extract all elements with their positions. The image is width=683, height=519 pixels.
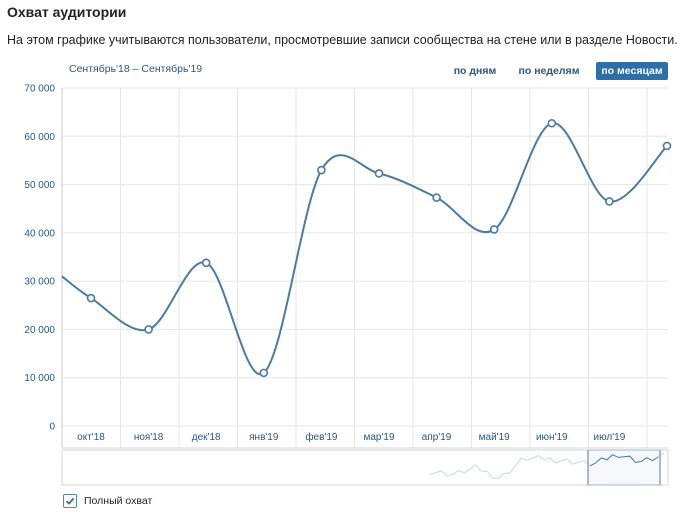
data-point[interactable]: [662, 141, 672, 151]
period-range-link[interactable]: Сентябрь'18 – Сентябрь'19: [69, 63, 203, 75]
x-tick-label: ноя'18: [134, 432, 164, 443]
x-tick-label: май'19: [479, 432, 510, 443]
data-point[interactable]: [317, 165, 326, 175]
navigator-selected-line: [589, 454, 659, 467]
data-point[interactable]: [259, 368, 269, 378]
data-point[interactable]: [201, 258, 211, 268]
y-tick-label: 40 000: [24, 228, 55, 239]
y-tick-label: 20 000: [24, 325, 55, 336]
legend: Полный охват: [63, 494, 152, 508]
by-months-button[interactable]: по месяцам: [596, 62, 668, 80]
navigator-frame: [61, 449, 669, 486]
x-tick-label: июл'19: [594, 432, 626, 443]
data-point[interactable]: [432, 193, 441, 202]
by-weeks-button[interactable]: по неделям: [518, 65, 580, 77]
checkmark-icon: [65, 497, 75, 505]
y-tick-label: 0: [49, 422, 55, 433]
x-tick-label: апр'19: [422, 432, 452, 443]
data-point[interactable]: [605, 197, 614, 206]
legend-checkbox[interactable]: [63, 494, 77, 508]
series-points: [86, 118, 672, 378]
data-point[interactable]: [86, 293, 96, 303]
data-point[interactable]: [547, 118, 557, 128]
y-tick-label: 60 000: [24, 132, 55, 143]
x-tick-label: дек'18: [192, 432, 221, 443]
x-axis-ticks: окт'18 ноя'18 дек'18 янв'19 фев'19 мар'19 апр'…: [77, 431, 626, 443]
y-tick-label: 70 000: [24, 84, 55, 95]
chart-description: На этом графике учитываются пользователи…: [7, 33, 678, 47]
y-tick-label: 30 000: [24, 277, 55, 288]
series-line: [61, 122, 668, 376]
x-tick-label: окт'18: [77, 432, 105, 443]
data-point[interactable]: [374, 169, 384, 178]
chart-grid: [61, 87, 668, 449]
y-tick-label: 50 000: [24, 180, 55, 191]
legend-label: Полный охват: [84, 495, 153, 507]
range-navigator[interactable]: [61, 449, 669, 486]
y-axis-ticks: 0 10 000 20 000 30 000 40 000 50 000 60 000 70 …: [24, 84, 55, 433]
y-tick-label: 10 000: [24, 373, 55, 384]
x-tick-label: янв'19: [249, 432, 279, 443]
series-line-group: [61, 122, 668, 376]
data-point[interactable]: [489, 225, 499, 234]
x-tick-label: мар'19: [363, 432, 394, 443]
data-point[interactable]: [144, 325, 153, 334]
by-days-button[interactable]: по дням: [453, 65, 497, 77]
navigator-selection[interactable]: [587, 449, 661, 486]
x-tick-label: фев'19: [305, 431, 338, 443]
chart-title: Охват аудитории: [7, 4, 127, 20]
x-tick-label: июн'19: [536, 432, 568, 443]
